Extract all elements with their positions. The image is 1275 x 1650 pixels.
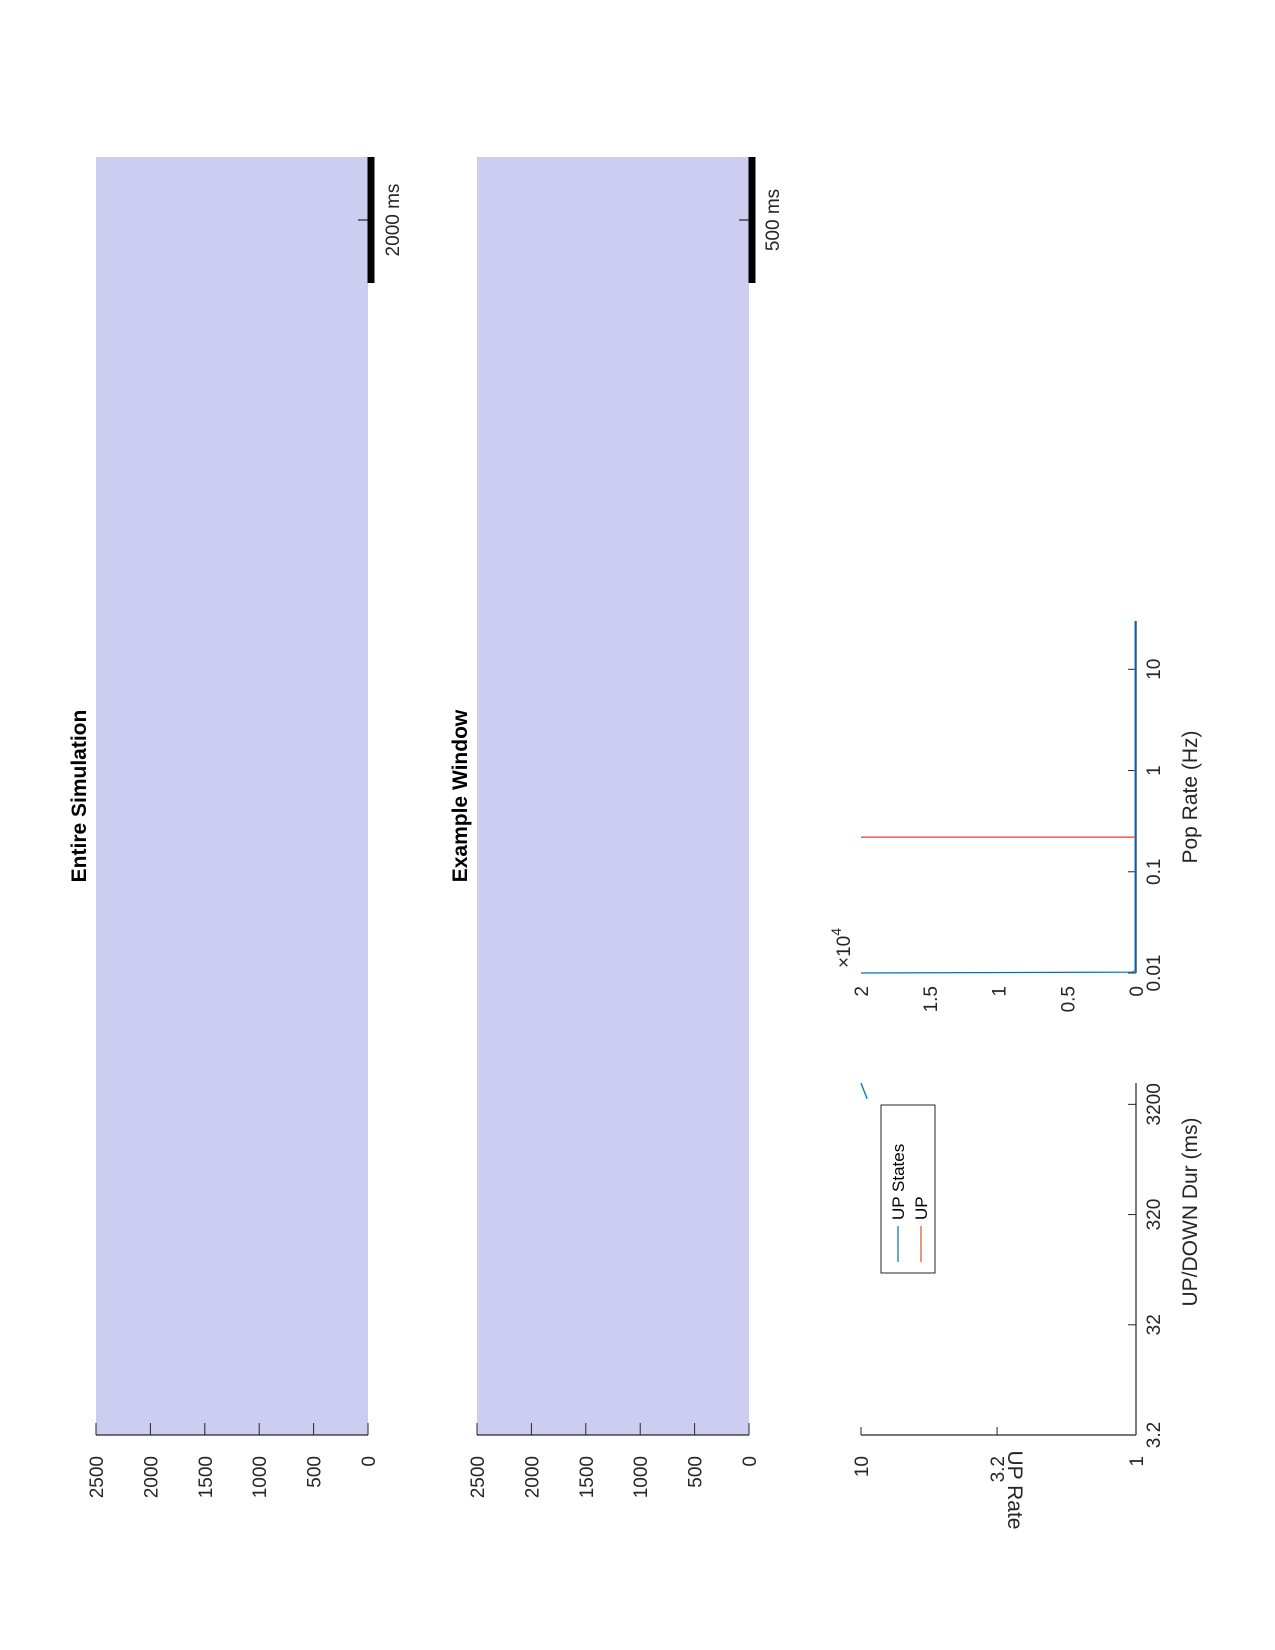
xtick-label: 0.01	[1144, 955, 1165, 992]
example-window-scalebar-label: 500 ms	[763, 189, 784, 251]
ytick-label: 0	[740, 1456, 761, 1467]
ytick-label: 2000	[141, 1456, 162, 1498]
ytick-label: 2500	[87, 1456, 108, 1498]
up-down-legend: UP States UP	[880, 1104, 936, 1274]
entire-simulation-title: Entire Simulation	[68, 710, 91, 883]
example-window-yticks: 0 500 1000 1500 2000 2500	[468, 1423, 761, 1498]
series-line-up-states	[860, 1082, 868, 1099]
ytick-label: 1500	[196, 1456, 217, 1498]
up-down-xticks: 3.2 32 320 3200	[1128, 1083, 1165, 1448]
pop-rate-xticks: 0.01 0.1 1 10	[1128, 659, 1165, 992]
xtick-label: 3.2	[1144, 1422, 1165, 1448]
xtick-label: 32	[1144, 1314, 1165, 1335]
ytick-label: 0	[1127, 986, 1148, 997]
ytick-label: 1000	[631, 1456, 652, 1498]
entire-simulation-yticks: 0 500 1000 1500 2000 2500	[87, 1423, 380, 1498]
series-line-pop-rate	[860, 621, 1136, 974]
example-window-panel: 0 500 1000 1500 2000 2500 Example Window 500 …	[449, 157, 784, 1498]
legend-box	[880, 1104, 936, 1274]
xtick-label: 3200	[1144, 1083, 1165, 1125]
ytick-label: 2500	[468, 1456, 489, 1498]
ytick-label: 3.2	[988, 1456, 1009, 1482]
pop-rate-xlabel: Pop Rate (Hz)	[1179, 730, 1202, 863]
svg-text:×104: ×104	[828, 928, 855, 968]
ytick-label: 1000	[250, 1456, 271, 1498]
xtick-label: 320	[1144, 1199, 1165, 1231]
pop-rate-panel: 0 0.5 1 1.5 2 0.01 0.1 1 10 ×104 Pop Rate (Hz)	[828, 621, 1202, 1012]
pop-rate-series	[860, 621, 1136, 974]
ytick-label: 1500	[577, 1456, 598, 1498]
example-window-raster	[477, 157, 749, 1435]
entire-simulation-panel: 0 500 1000 1500 2000 2500 Entire Simulation 2…	[68, 157, 404, 1498]
xtick-label: 1	[1144, 765, 1165, 776]
ytick-label: 0.5	[1058, 986, 1079, 1012]
entire-simulation-raster	[96, 157, 368, 1435]
exponent-base: ×10	[834, 936, 855, 968]
ytick-label: 2000	[522, 1456, 543, 1498]
exponent-power: 4	[828, 928, 844, 936]
xtick-label: 0.1	[1144, 859, 1165, 885]
ytick-label: 0	[359, 1456, 380, 1467]
legend-label-up-states: UP States	[889, 1144, 908, 1220]
ytick-label: 10	[852, 1456, 873, 1477]
up-down-ylabel: UP Rate	[1003, 1451, 1026, 1530]
ytick-label: 500	[686, 1456, 707, 1488]
up-down-series	[860, 1082, 868, 1099]
example-window-title: Example Window	[449, 709, 472, 882]
ytick-label: 2	[852, 986, 873, 997]
xtick-label: 10	[1144, 659, 1165, 680]
ytick-label: 1.5	[921, 986, 942, 1012]
up-down-yticks: 1 3.2 10	[852, 1427, 1148, 1482]
entire-simulation-scalebar-label: 2000 ms	[383, 184, 404, 257]
ytick-label: 1	[1127, 1456, 1148, 1467]
pop-rate-exponent: ×104	[828, 928, 855, 968]
ytick-label: 500	[305, 1456, 326, 1488]
legend-label-up: UP	[912, 1196, 931, 1220]
ytick-label: 1	[990, 986, 1011, 997]
up-down-xlabel: UP/DOWN Dur (ms)	[1179, 1118, 1202, 1307]
up-down-duration-panel: 1 3.2 10 3.2 32 320 3200 UP Rate UP/DOWN Dur …	[852, 1082, 1202, 1530]
pop-rate-yticks: 0 0.5 1 1.5 2	[852, 986, 1148, 1012]
